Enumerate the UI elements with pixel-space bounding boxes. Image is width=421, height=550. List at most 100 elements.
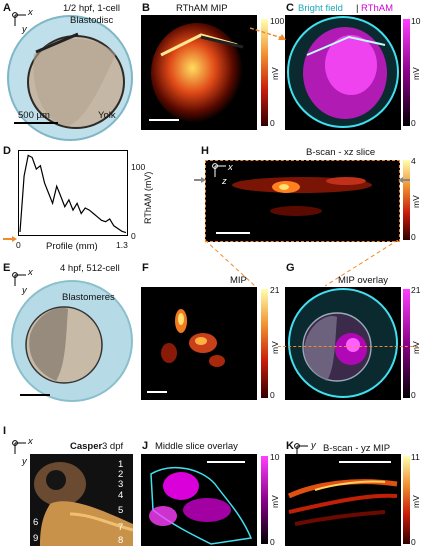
scalebar-a-label: 500 µm [18,110,50,121]
embryo-a-image [6,14,134,142]
panel-f-title: MIP [230,275,247,286]
profile-chart [18,150,128,236]
cb-b-min: 0 [270,118,275,128]
panel-c-title-rtham: RThAM [361,3,394,14]
panel-e-title: 4 hpf, 512-cell [60,263,120,274]
cb-f-max: 21 [270,285,280,295]
h-axis-x: x [228,162,233,173]
axis-y-label: y [22,24,27,35]
label-blastodisc: Blastodisc [70,15,114,26]
colorbar-j [261,456,268,544]
label-blastomeres: Blastomeres [62,292,115,303]
colorbar-k [403,456,410,544]
k-axis-y: y [311,440,316,451]
overlay-g-image [285,287,401,400]
panel-letter-d: D [3,145,11,157]
panel-letter-e: E [3,262,11,274]
panel-letter-h: H [201,145,209,157]
overlay-c-image [285,15,401,130]
cb-c-max: 10 [411,16,421,26]
cb-f-unit: mV [270,341,280,354]
rtham-mip-image [141,15,257,130]
i-axis-y: y [22,456,27,467]
h-connectors [205,240,405,290]
panel-a-title: 1/2 hpf, 1-cell [63,3,121,14]
panel-g-title: MIP overlay [338,275,388,286]
axis-x-label: x [28,7,33,18]
d-x-max: 1.3 [116,240,128,250]
panel-letter-g: G [286,262,295,274]
d-ylabel: RThAM (mV) [143,171,153,224]
cb-j-unit: mV [270,495,280,508]
cb-b-unit: mV [270,67,280,80]
i-num-1: 1 [118,459,124,470]
profile-line [19,154,127,234]
d-y-min: 0 [131,231,136,241]
casper-image [30,454,133,546]
panel-letter-f: F [142,262,149,274]
cb-j-min: 0 [270,537,275,547]
panel-c-title-bf: Bright field [298,3,343,14]
i-num-6: 6 [33,517,39,528]
cb-k-max: 11 [411,452,420,462]
i-num-2: 2 [118,469,124,480]
cb-j-max: 10 [270,452,280,462]
label-yolk: Yolk [98,110,116,121]
scalebar-a [14,122,58,124]
d-xlabel: Profile (mm) [46,241,98,252]
panel-j-title: Middle slice overlay [155,441,238,452]
d-arrow [3,235,17,243]
h-arrow-left [194,176,206,184]
e-axes [12,272,28,288]
i-num-8: 8 [118,535,124,546]
g-dash-line [278,346,418,347]
arrow-a-to-c [250,26,290,46]
cb-g-unit: mV [411,341,421,354]
d-y-max: 100 [131,162,146,172]
panel-i-title-bold: Casper [70,441,103,452]
chart-frame [18,150,128,236]
panel-i-title-rest: 3 dpf [102,441,124,452]
panel-letter-c: C [286,2,294,14]
i-axes [12,440,28,456]
cb-k-unit: mV [411,495,421,508]
i-num-5: 5 [118,505,124,516]
cb-g-max: 21 [411,285,421,295]
h-axis-z: z [222,176,227,187]
cb-h-max: 4 [411,156,416,166]
overlay-j-image [141,454,257,546]
colorbar-g [403,289,410,398]
panel-letter-b: B [142,2,150,14]
cb-c-unit: mV [411,67,421,80]
bscan-yz-image [285,454,401,546]
panel-c-sep: | [356,3,359,14]
bscan-xz-image [205,160,400,242]
panel-letter-i: I [3,425,7,437]
i-num-9: 9 [33,533,39,544]
cb-h-unit: mV [411,195,421,208]
cb-f-min: 0 [270,390,275,400]
panel-b-title: RThAM MIP [176,3,228,14]
i-num-3: 3 [118,479,124,490]
cb-k-min: 0 [411,537,416,547]
d-x-min: 0 [16,240,21,250]
i-num-7: 7 [118,522,124,533]
panel-letter-a: A [3,2,11,14]
colorbar-b [261,19,268,126]
h-axes [212,163,230,181]
cb-h-min: 0 [411,232,416,242]
i-axis-x: x [28,436,33,447]
cb-b-max: 100 [270,16,285,26]
embryo-e-image [8,275,136,403]
h-arrow-right [398,176,410,184]
cb-c-min: 0 [411,118,416,128]
i-num-4: 4 [118,490,124,501]
axis-arrows [12,12,28,28]
colorbar-f [261,289,268,398]
cb-g-min: 0 [411,390,416,400]
panel-letter-k: K [286,440,294,452]
panel-h-title: B-scan - xz slice [306,147,376,158]
e-axis-x: x [28,267,33,278]
panel-letter-j: J [142,440,149,452]
colorbar-c [403,19,410,126]
